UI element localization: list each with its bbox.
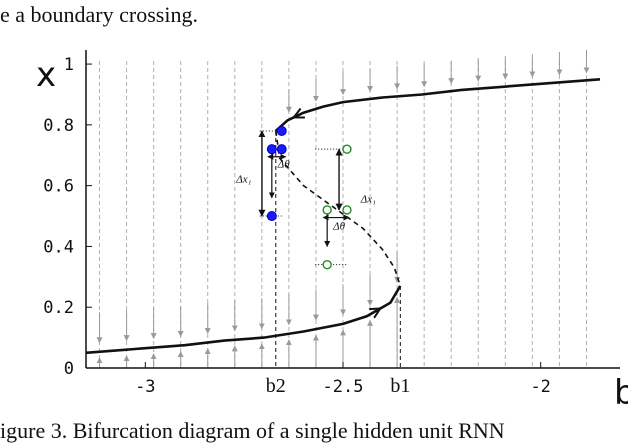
delta-annotation: Δx₁ xyxy=(360,193,376,205)
blue-iterate-point xyxy=(266,211,277,222)
blue-iterate-point xyxy=(266,144,277,155)
x-tick-label: -2.5 xyxy=(323,377,364,397)
flow-field xyxy=(96,49,590,368)
delta-annotation: Δθ xyxy=(277,158,290,170)
lower-stable-branch xyxy=(85,285,402,355)
caption-top: e a boundary crossing. xyxy=(0,2,198,27)
green-iterate-point xyxy=(322,259,332,270)
branch-direction-arrow xyxy=(369,307,383,319)
unstable-branch xyxy=(275,130,402,287)
x-tick-label: -3 xyxy=(135,377,155,397)
branch-direction-arrow xyxy=(291,107,305,119)
y-tick-label: 0.4 xyxy=(43,237,74,257)
upper-stable-branch xyxy=(274,78,601,132)
axis-labels: 0 0.2 0.4 0.6 0.8 1 -3 -2.5 -2 b x b2 b1 Δx₁ Δθ Δx₁ Δθ xyxy=(36,55,628,413)
blue-iterate-point xyxy=(276,125,287,136)
y-tick-label: 0 xyxy=(64,359,74,379)
iteration-markers xyxy=(258,125,352,270)
blue-iterate-point xyxy=(276,144,287,155)
y-tick-label: 0.8 xyxy=(43,116,74,136)
bifurcation-label: b2 xyxy=(266,375,286,397)
axes xyxy=(85,50,620,369)
green-iterate-point xyxy=(342,144,352,154)
green-iterate-point xyxy=(342,205,352,215)
delta-annotation: Δx₁ xyxy=(235,174,251,186)
x-axis-label: b xyxy=(614,373,628,413)
y-axis-label: x xyxy=(36,55,56,95)
caption-bottom: igure 3. Bifurcation diagram of a single… xyxy=(0,418,505,443)
delta-annotation: Δθ xyxy=(332,221,345,233)
x-tick-label: -2 xyxy=(530,377,550,397)
bifurcation-figure: 0 0.2 0.4 0.6 0.8 1 -3 -2.5 -2 b x b2 b1 Δx₁ Δθ Δx₁ Δθ xyxy=(36,49,628,413)
bifurcation-label: b1 xyxy=(390,375,410,397)
y-tick-label: 0.2 xyxy=(43,298,74,318)
y-tick-label: 0.6 xyxy=(43,177,74,197)
green-iterate-point xyxy=(322,205,332,215)
y-tick-label: 1 xyxy=(64,55,74,75)
